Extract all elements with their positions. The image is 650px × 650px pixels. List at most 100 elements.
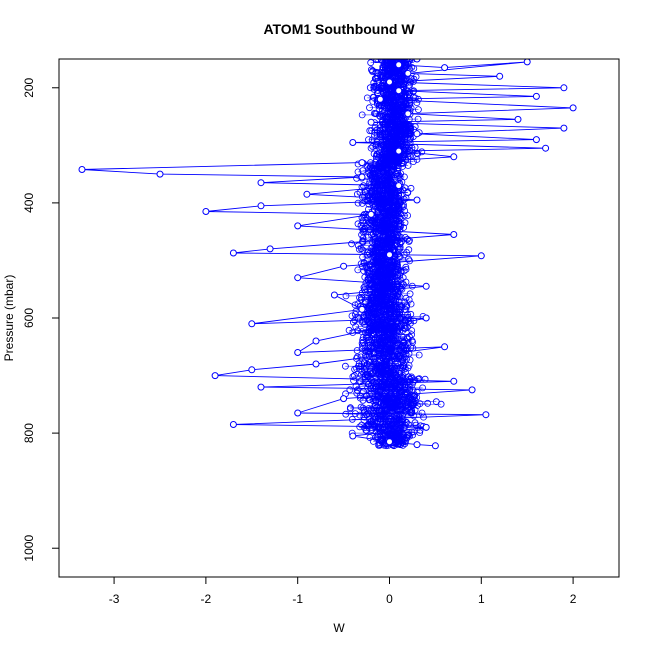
data-point	[393, 239, 400, 247]
data-point	[375, 144, 383, 151]
data-point	[477, 252, 485, 260]
data-point	[257, 179, 265, 187]
chart-title: ATOM1 Southbound W	[263, 21, 415, 37]
data-point	[367, 183, 375, 191]
data-point	[366, 391, 374, 399]
data-point	[365, 200, 373, 208]
data-point	[402, 355, 410, 363]
data-point	[402, 350, 410, 358]
data-point	[346, 405, 354, 413]
data-point	[358, 262, 366, 270]
data-point	[303, 190, 311, 198]
data-point	[409, 158, 417, 166]
data-point	[419, 384, 427, 392]
data-point	[366, 127, 374, 135]
data-point	[348, 415, 356, 423]
data-point	[366, 84, 374, 92]
y-tick-label: 400	[22, 193, 36, 213]
data-point	[352, 323, 360, 331]
data-point	[414, 115, 422, 123]
data-point	[407, 78, 414, 86]
data-point	[229, 421, 237, 428]
data-point	[294, 409, 302, 417]
data-point	[348, 240, 356, 248]
data-point	[395, 252, 403, 260]
data-point	[363, 361, 371, 368]
data-point	[369, 143, 377, 151]
data-point	[422, 282, 430, 290]
data-point	[523, 59, 531, 66]
data-point	[342, 410, 350, 418]
data-point	[408, 282, 416, 290]
data-point	[418, 148, 426, 156]
data-point	[369, 437, 377, 445]
data-point	[386, 359, 394, 367]
y-tick-label: 600	[22, 308, 36, 328]
data-point	[402, 194, 410, 202]
data-point	[359, 246, 367, 254]
data-point	[496, 72, 504, 80]
data-point	[386, 251, 393, 259]
data-point	[374, 86, 382, 94]
data-point	[482, 411, 490, 419]
data-point	[441, 64, 449, 72]
data-point	[349, 432, 357, 440]
data-point	[353, 386, 361, 394]
x-axis-label: W	[333, 621, 345, 635]
data-point	[375, 347, 383, 355]
x-tick-label: -3	[109, 592, 120, 606]
data-point	[358, 199, 366, 207]
data-point	[405, 238, 413, 245]
data-point	[414, 95, 422, 103]
data-point	[395, 182, 403, 190]
x-axis: -3 -2 -1 0 1 2	[109, 577, 577, 606]
data-point	[364, 197, 372, 205]
y-tick-label: 800	[22, 423, 36, 443]
data-point	[378, 59, 386, 63]
y-axis-label: Pressure (mbar)	[2, 275, 16, 362]
data-point	[356, 423, 364, 431]
data-point	[400, 267, 408, 275]
data-point	[359, 234, 367, 242]
data-point	[450, 153, 458, 161]
data-point	[413, 441, 421, 449]
data-point	[354, 300, 362, 308]
data-point	[424, 399, 432, 407]
data-point	[356, 411, 364, 419]
data-point	[345, 326, 353, 334]
data-point	[78, 166, 86, 173]
data-point	[409, 431, 417, 439]
data-point	[386, 438, 393, 446]
data-point	[389, 408, 397, 416]
data-point	[294, 349, 302, 356]
data-point	[416, 429, 424, 437]
x-tick-label: 1	[478, 592, 485, 606]
data-point	[403, 249, 411, 256]
data-point	[358, 305, 366, 313]
data-point	[211, 372, 219, 380]
data-point	[406, 136, 414, 144]
data-point	[353, 353, 361, 361]
data-point	[402, 265, 410, 273]
data-point	[257, 202, 265, 210]
data-point	[365, 336, 373, 344]
data-point	[413, 196, 421, 204]
data-point	[394, 170, 402, 177]
data-point	[346, 386, 354, 394]
data-point	[202, 208, 210, 215]
data-point	[405, 255, 412, 263]
y-tick-label: 200	[22, 77, 36, 97]
data-point	[542, 144, 550, 152]
data-point	[342, 292, 350, 300]
data-point	[400, 424, 408, 432]
data-point	[378, 85, 385, 93]
data-layer	[78, 59, 577, 450]
data-point	[410, 412, 418, 420]
data-point	[362, 352, 369, 360]
data-point	[395, 61, 403, 69]
data-point	[354, 314, 362, 322]
data-point	[376, 112, 383, 119]
data-point	[370, 85, 378, 93]
data-point	[349, 318, 357, 326]
